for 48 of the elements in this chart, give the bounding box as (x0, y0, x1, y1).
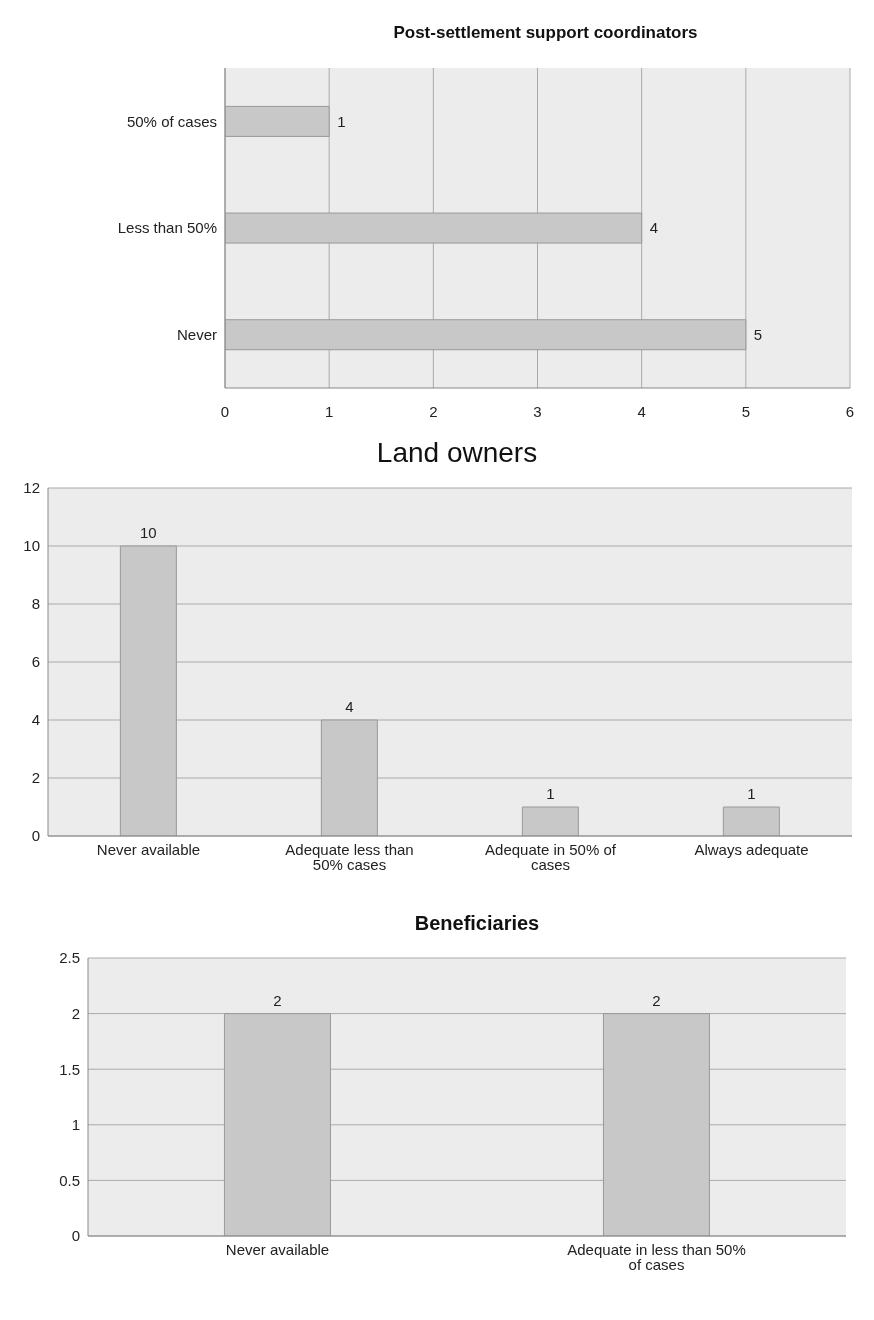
x-tick-label: 6 (845, 402, 855, 420)
bar (320, 719, 378, 836)
x-tick-label: 0 (220, 402, 230, 420)
y-tick-label: 6 (31, 653, 40, 671)
bar (722, 806, 780, 836)
y-tick-label: 1.5 (59, 1060, 80, 1078)
x-tick-label: 5 (741, 402, 751, 420)
data-label: 1 (747, 785, 756, 802)
y-tick-label: 0 (71, 1227, 80, 1245)
data-label: 4 (345, 698, 354, 715)
y-tick-label: 50% of cases (126, 112, 217, 130)
x-tick-label: 1 (324, 402, 334, 420)
data-label: 10 (140, 524, 157, 541)
y-tick-label: 4 (31, 711, 40, 729)
y-tick-label: 2 (31, 769, 40, 787)
x-tick-label: Adequate less than 50% cases (285, 840, 414, 873)
data-label: 4 (649, 219, 659, 237)
bar (521, 806, 579, 836)
data-label: 2 (652, 991, 661, 1009)
y-tick-label: 1 (71, 1116, 80, 1134)
bar (225, 319, 747, 351)
x-tick-label: Never available (225, 1240, 330, 1258)
y-tick-label: 10 (23, 537, 40, 555)
x-tick-label: 4 (637, 402, 646, 420)
bar (225, 105, 330, 137)
y-tick-label: Less than 50% (117, 219, 217, 237)
bar (225, 212, 643, 244)
data-label: 2 (273, 991, 282, 1009)
x-tick-label: 3 (533, 402, 542, 420)
chart-title: Post-settlement support coordinators (392, 22, 699, 44)
y-tick-label: 8 (31, 595, 40, 613)
y-tick-label: 0.5 (59, 1171, 80, 1189)
x-tick-label: Adequate in 50% of cases (485, 840, 617, 873)
x-tick-label: 2 (429, 402, 438, 420)
x-tick-label: Always adequate (694, 840, 809, 858)
x-tick-label: Never available (96, 840, 201, 858)
y-tick-label: 2 (71, 1004, 80, 1022)
data-label: 5 (753, 326, 763, 344)
bar (119, 545, 177, 836)
y-tick-label: Never (176, 325, 217, 343)
data-label: 1 (337, 112, 346, 130)
chart-title: Beneficiaries (413, 911, 541, 936)
y-tick-label: 12 (23, 479, 40, 497)
x-tick-label: Adequate in less than 50% of cases (567, 1240, 746, 1273)
y-tick-label: 2.5 (59, 949, 80, 967)
y-tick-label: 0 (31, 827, 40, 845)
chart-title: Land owners (375, 436, 539, 470)
data-label: 1 (546, 785, 555, 802)
